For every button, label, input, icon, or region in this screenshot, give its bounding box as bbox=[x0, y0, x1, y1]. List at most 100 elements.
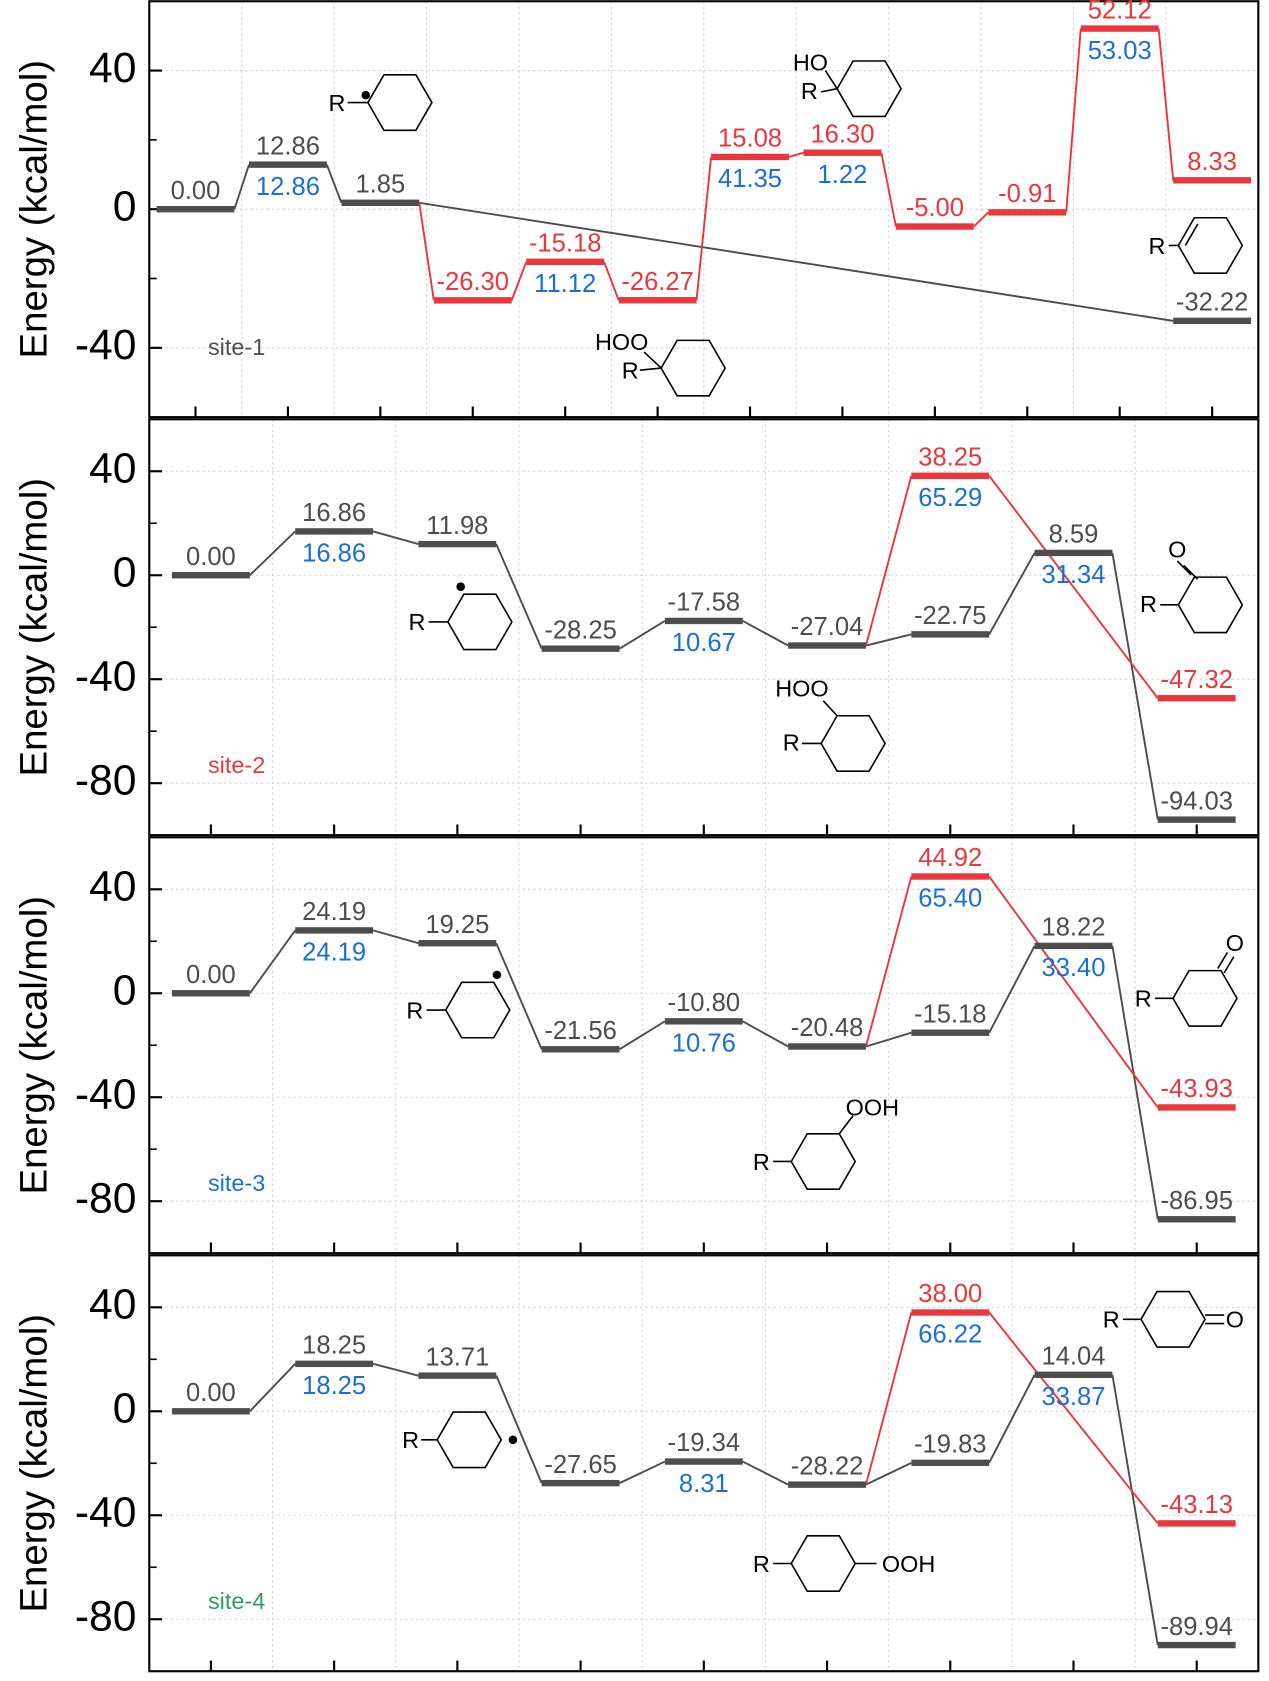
level-label: -43.93 bbox=[1160, 1075, 1233, 1103]
level-label: -28.22 bbox=[791, 1452, 864, 1480]
structure-label: HO bbox=[793, 49, 828, 75]
level-label: 11.98 bbox=[426, 512, 488, 540]
y-tick-label: 0 bbox=[113, 967, 137, 1015]
y-tick-label: 40 bbox=[89, 44, 136, 92]
pathway-link bbox=[695, 156, 713, 301]
barrier-label: 66.22 bbox=[918, 1321, 982, 1349]
energy-level bbox=[911, 1459, 990, 1467]
structure: R bbox=[408, 582, 513, 651]
energy-level bbox=[711, 153, 789, 161]
level-label: -17.58 bbox=[668, 589, 741, 617]
y-tick-label: 0 bbox=[113, 1385, 137, 1433]
level-label: 38.25 bbox=[918, 444, 982, 472]
energy-level bbox=[156, 206, 235, 213]
energy-level bbox=[618, 297, 697, 304]
structure-label: OOH bbox=[846, 1094, 899, 1120]
barrier-label: 24.19 bbox=[302, 939, 366, 967]
radical-dot bbox=[492, 970, 502, 980]
y-tick-label: 0 bbox=[113, 182, 137, 230]
pathway-link bbox=[619, 1020, 666, 1051]
site-label: site-2 bbox=[208, 752, 265, 778]
level-label: 18.22 bbox=[1041, 914, 1105, 942]
pathway-link bbox=[372, 530, 419, 546]
y-tick-label: -80 bbox=[75, 756, 137, 804]
pathway-link bbox=[865, 1031, 912, 1048]
level-label: 24.19 bbox=[302, 898, 366, 926]
ring bbox=[1177, 216, 1244, 274]
bond bbox=[1183, 564, 1199, 580]
ring bbox=[1177, 576, 1244, 634]
y-tick-label: 40 bbox=[89, 863, 136, 911]
panel: -80 -40 0 40 Energy (kcal/mol) 0.00 18.25 18.25… bbox=[12, 1254, 1260, 1673]
energy-level bbox=[895, 223, 974, 230]
level-label: -27.65 bbox=[544, 1451, 617, 1479]
energy-level bbox=[911, 472, 990, 480]
energy-level bbox=[1034, 1371, 1113, 1378]
y-axis-title: Energy (kcal/mol) bbox=[12, 896, 55, 1195]
structure-label: O bbox=[1168, 537, 1186, 563]
bond bbox=[643, 351, 662, 369]
energy-level bbox=[171, 990, 250, 997]
energy-level bbox=[1157, 1104, 1236, 1111]
ring bbox=[820, 714, 887, 772]
structure: OOH R bbox=[753, 1094, 899, 1190]
energy-level bbox=[295, 1360, 374, 1368]
barrier-label: 10.67 bbox=[672, 629, 736, 657]
pathway-link bbox=[233, 164, 250, 210]
site-label: site-3 bbox=[208, 1170, 265, 1196]
y-axis-title: Energy (kcal/mol) bbox=[12, 478, 55, 777]
pathway-link bbox=[865, 475, 913, 646]
structure: OR bbox=[1135, 930, 1244, 1027]
level-label: -10.80 bbox=[668, 989, 741, 1017]
bond bbox=[838, 1115, 854, 1135]
pathway-link bbox=[865, 1461, 912, 1486]
pathway-link bbox=[419, 201, 1174, 322]
pathway-link bbox=[865, 633, 912, 647]
ring bbox=[366, 74, 433, 132]
pathway-link bbox=[973, 211, 990, 228]
energy-level bbox=[418, 940, 497, 947]
pathway-link bbox=[742, 620, 789, 647]
structure: OR bbox=[1140, 537, 1244, 634]
pathway-link bbox=[418, 202, 435, 301]
pathway-link bbox=[742, 1460, 789, 1486]
structure-label: R bbox=[1135, 986, 1152, 1012]
energy-level bbox=[788, 1043, 866, 1050]
y-tick-label: 40 bbox=[89, 445, 136, 493]
pathway-link bbox=[619, 1460, 666, 1485]
structure-label: O bbox=[1226, 1307, 1244, 1333]
barrier-label: 8.31 bbox=[679, 1470, 729, 1498]
energy-level bbox=[541, 1046, 620, 1053]
energy-level bbox=[911, 1029, 990, 1036]
barrier-label: 1.22 bbox=[818, 161, 868, 189]
structure-label: R bbox=[753, 1551, 770, 1577]
level-label: -15.18 bbox=[529, 230, 602, 258]
energy-level bbox=[788, 642, 866, 649]
pathway-link bbox=[603, 261, 620, 301]
structure-label: R bbox=[1140, 591, 1157, 617]
structure-label: R bbox=[783, 730, 800, 756]
energy-level bbox=[541, 1479, 620, 1487]
energy-level bbox=[664, 1458, 743, 1465]
energy-level bbox=[418, 1372, 497, 1379]
level-label: -26.27 bbox=[621, 268, 694, 296]
y-tick-label: -80 bbox=[75, 1592, 137, 1640]
structure-label: HOO bbox=[595, 329, 648, 355]
ring bbox=[836, 60, 903, 118]
bond bbox=[820, 87, 838, 93]
level-label: 18.25 bbox=[302, 1332, 366, 1360]
level-label: 15.08 bbox=[718, 125, 782, 153]
y-axis-title: Energy (kcal/mol) bbox=[12, 60, 55, 359]
energy-level bbox=[1157, 1216, 1236, 1223]
structure-label: R bbox=[801, 78, 818, 104]
panel: -40 0 40 Energy (kcal/mol) 0.00 12.86 12.86 1.8… bbox=[12, 0, 1260, 419]
level-label: -21.56 bbox=[544, 1017, 617, 1045]
pathway-link bbox=[988, 1311, 1159, 1524]
level-label: -43.13 bbox=[1160, 1491, 1233, 1519]
energy-level bbox=[803, 149, 882, 156]
level-label: 8.33 bbox=[1187, 148, 1237, 176]
structure: R OOH bbox=[753, 1535, 935, 1593]
pathway-link bbox=[372, 1362, 419, 1377]
pathway-link bbox=[1111, 945, 1159, 1220]
